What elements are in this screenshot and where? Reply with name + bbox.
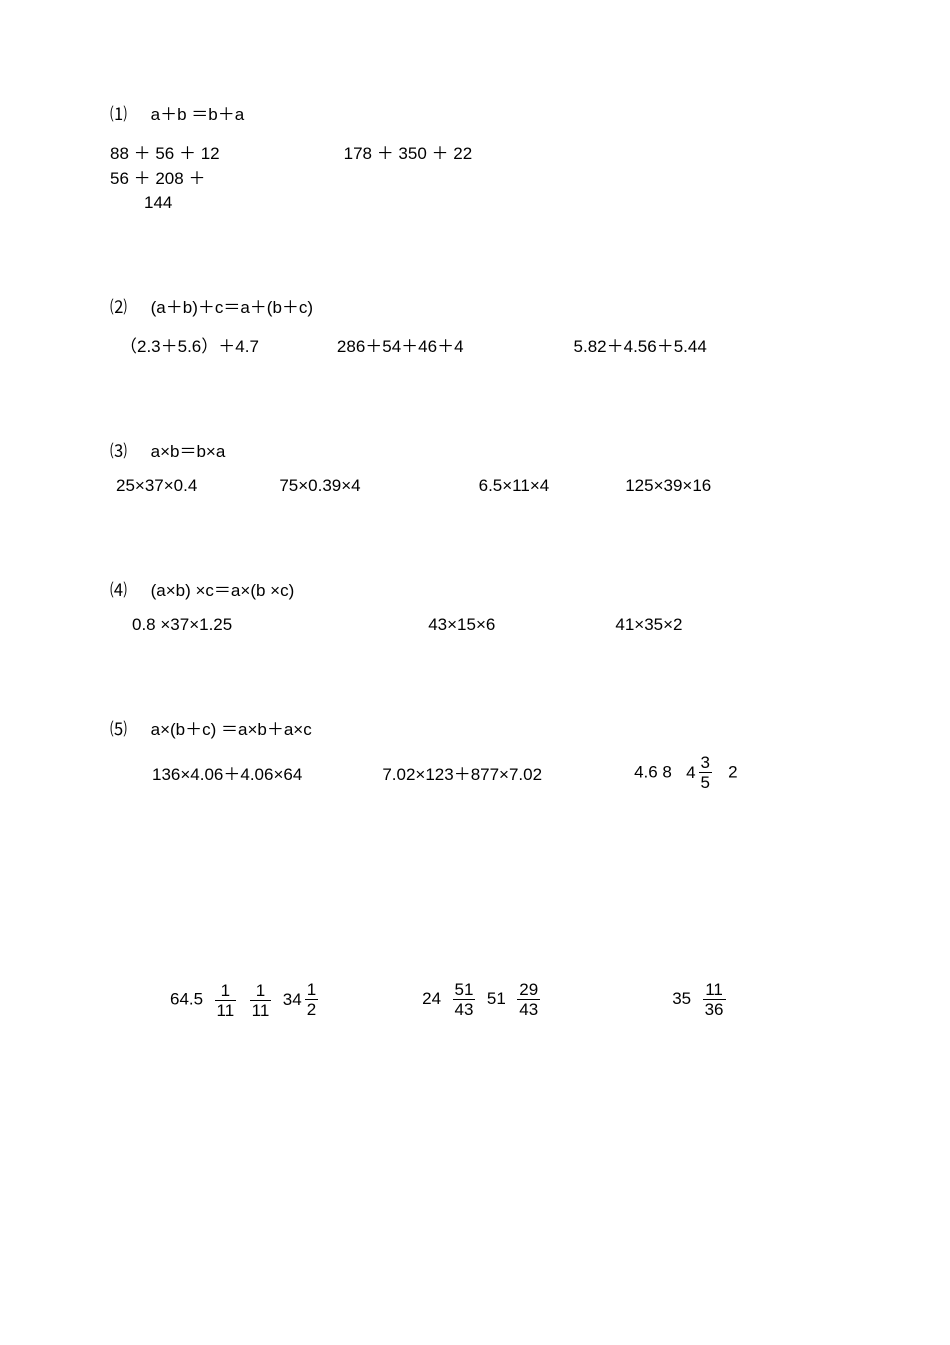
rule-line: ⑴ a＋b ＝b＋a <box>110 100 855 125</box>
expr-row: 136×4.06＋4.06×64 7.02×123＋877×7.02 4.6 8… <box>110 754 855 791</box>
rule-line: ⑷ (a×b) ×c＝a×(b ×c) <box>110 576 855 601</box>
rule-line: ⑵ (a＋b)＋c＝a＋(b＋c) <box>110 293 855 318</box>
expr: 35 11 36 <box>672 981 727 1018</box>
expr-row: 88 ＋ 56 ＋ 12 178 ＋ 350 ＋ 22 56 ＋ 208 ＋ <box>110 139 855 189</box>
rule-text: a×b＝b×a <box>151 442 226 461</box>
expr: 25×37×0.4 <box>116 476 197 496</box>
expr: 24 51 43 51 29 43 <box>422 981 542 1018</box>
section-2: ⑵ (a＋b)＋c＝a＋(b＋c) （2.3＋5.6）＋4.7 286＋54＋4… <box>110 293 855 357</box>
rule-line: ⑶ a×b＝b×a <box>110 437 855 462</box>
expr: （2.3＋5.6）＋4.7 <box>120 332 259 357</box>
expr: 7.02×123＋877×7.02 <box>382 760 542 785</box>
mixed-fraction: 34 1 2 <box>283 981 320 1018</box>
rule-num: ⑵ <box>110 298 127 317</box>
rule-text: a＋b ＝b＋a <box>151 105 245 124</box>
expr: 64.5 1 11 1 11 34 1 2 <box>170 981 320 1019</box>
expr: 75×0.39×4 <box>279 476 360 496</box>
fraction: 51 43 <box>453 981 476 1018</box>
expr: 178 ＋ 350 ＋ 22 <box>344 139 473 164</box>
rule-text: a×(b＋c) ＝a×b＋a×c <box>151 720 312 739</box>
bottom-row: 64.5 1 11 1 11 34 1 2 24 51 43 <box>110 981 855 1019</box>
rule-text: (a×b) ×c＝a×(b ×c) <box>151 581 295 600</box>
section-5: ⑸ a×(b＋c) ＝a×b＋a×c 136×4.06＋4.06×64 7.02… <box>110 715 855 791</box>
rule-num: ⑶ <box>110 442 127 461</box>
expr-cont: 144 <box>144 193 855 213</box>
expr: 6.5×11×4 <box>479 476 550 496</box>
fraction: 11 36 <box>703 981 726 1018</box>
section-3: ⑶ a×b＝b×a 25×37×0.4 75×0.39×4 6.5×11×4 1… <box>110 437 855 496</box>
mixed-fraction: 4 3 5 <box>686 754 714 791</box>
rule-line: ⑸ a×(b＋c) ＝a×b＋a×c <box>110 715 855 740</box>
expr: 136×4.06＋4.06×64 <box>152 760 302 785</box>
expr: 286＋54＋46＋4 <box>337 332 464 357</box>
rule-num: ⑸ <box>110 720 127 739</box>
expr: 4.6 8 4 3 5 2 <box>634 754 738 791</box>
expr-row: 0.8 ×37×1.25 43×15×6 41×35×2 <box>110 615 855 635</box>
rule-text: (a＋b)＋c＝a＋(b＋c) <box>151 298 313 317</box>
expr-row: 25×37×0.4 75×0.39×4 6.5×11×4 125×39×16 <box>110 476 855 496</box>
expr: 0.8 ×37×1.25 <box>132 615 232 635</box>
section-1: ⑴ a＋b ＝b＋a 88 ＋ 56 ＋ 12 178 ＋ 350 ＋ 22 5… <box>110 100 855 213</box>
rule-num: ⑴ <box>110 105 127 124</box>
expr-row: （2.3＋5.6）＋4.7 286＋54＋46＋4 5.82＋4.56＋5.44 <box>110 332 855 357</box>
expr: 88 ＋ 56 ＋ 12 <box>110 139 220 164</box>
fraction: 1 2 <box>305 981 318 1018</box>
rule-num: ⑷ <box>110 581 127 600</box>
section-4: ⑷ (a×b) ×c＝a×(b ×c) 0.8 ×37×1.25 43×15×6… <box>110 576 855 635</box>
expr: 5.82＋4.56＋5.44 <box>574 332 707 357</box>
expr: 125×39×16 <box>625 476 711 496</box>
fraction: 29 43 <box>517 981 540 1018</box>
fraction: 3 5 <box>699 754 712 791</box>
expr: 56 ＋ 208 ＋ <box>110 164 205 189</box>
expr: 43×15×6 <box>428 615 495 635</box>
fraction: 1 11 <box>250 982 272 1019</box>
expr: 41×35×2 <box>615 615 682 635</box>
fraction: 1 11 <box>215 982 237 1019</box>
